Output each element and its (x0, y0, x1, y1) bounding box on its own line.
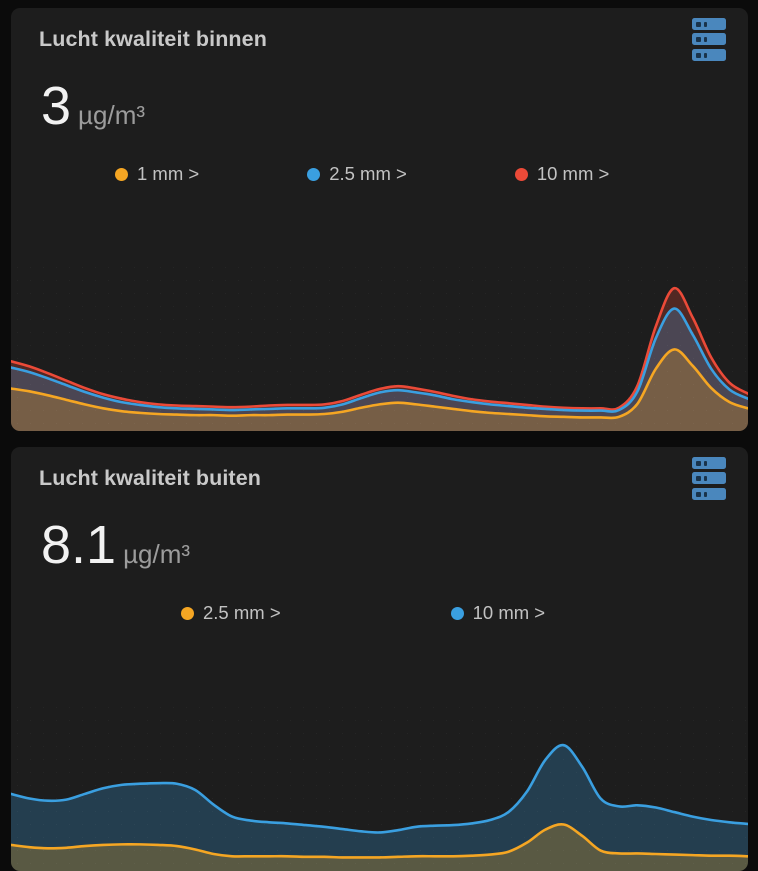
legend-dot-icon (115, 167, 128, 181)
legend-label: 1 mm > (137, 163, 200, 184)
chart-indoor[interactable] (11, 261, 748, 431)
legend-label: 10 mm > (536, 163, 610, 184)
legend-dot-icon (514, 167, 528, 181)
legend-dot-icon (307, 167, 321, 181)
legend-label: 2.5 mm > (329, 163, 407, 184)
legend-dot-icon (181, 606, 194, 620)
legend-label: 10 mm > (472, 602, 546, 623)
server-rack-row (692, 487, 726, 500)
server-rack-row (692, 456, 726, 469)
legend-item-10mm[interactable]: 10 mm > (514, 163, 610, 185)
chart-line-2-5-mm- (11, 824, 748, 857)
chart-svg-indoor (11, 261, 748, 431)
server-rack-row (692, 33, 726, 45)
legend-item-2-5mm[interactable]: 2.5 mm > (181, 602, 281, 624)
chart-line-10-mm- (11, 288, 748, 409)
chart-area-2-5-mm- (11, 824, 748, 871)
chart-legend-indoor: 1 mm > 2.5 mm > 10 mm > (11, 163, 748, 185)
chart-area-10-mm- (11, 745, 748, 871)
server-rack-row (692, 17, 726, 30)
legend-dot-icon (450, 606, 464, 620)
legend-label: 2.5 mm > (203, 602, 281, 623)
chart-line-2-5-mm- (11, 309, 748, 412)
value-number-outdoor: 8.1 (41, 515, 117, 575)
value-number-indoor: 3 (41, 76, 72, 136)
page-title-indoor: Lucht kwaliteit binnen (39, 26, 267, 51)
card-air-quality-outdoor[interactable]: Lucht kwaliteit buiten 8.1 µg/m³ 2.5 mm … (11, 447, 748, 871)
value-unit-indoor: µg/m³ (78, 100, 146, 130)
legend-item-2-5mm[interactable]: 2.5 mm > (307, 163, 407, 185)
chart-area-10-mm- (11, 288, 748, 431)
chart-legend-outdoor: 2.5 mm > 10 mm > (11, 602, 748, 624)
server-rack-icon[interactable] (692, 456, 726, 500)
card-air-quality-indoor[interactable]: Lucht kwaliteit binnen 3 µg/m³ 1 mm > 2.… (11, 8, 748, 431)
chart-area-2-5-mm- (11, 308, 748, 431)
chart-outdoor[interactable] (11, 701, 748, 871)
page-title-outdoor: Lucht kwaliteit buiten (39, 465, 261, 490)
chart-line-10-mm- (11, 745, 748, 832)
value-row-outdoor: 8.1 µg/m³ (11, 509, 748, 572)
server-rack-row (692, 48, 726, 61)
value-row-indoor: 3 µg/m³ (11, 70, 748, 133)
server-rack-icon[interactable] (692, 17, 726, 61)
card-header-indoor: Lucht kwaliteit binnen (11, 8, 748, 70)
card-header-outdoor: Lucht kwaliteit buiten (11, 447, 748, 509)
legend-item-1mm[interactable]: 1 mm > (115, 163, 199, 185)
chart-area-1-mm- (11, 349, 748, 431)
chart-svg-outdoor (11, 701, 748, 871)
server-rack-row (692, 472, 726, 484)
legend-item-10mm[interactable]: 10 mm > (450, 602, 546, 624)
value-unit-outdoor: µg/m³ (123, 539, 191, 569)
chart-line-1-mm- (11, 349, 748, 418)
